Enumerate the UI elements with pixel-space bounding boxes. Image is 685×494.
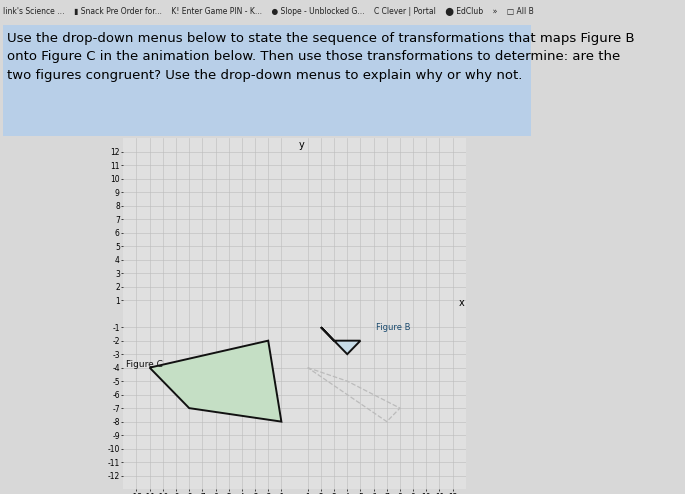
Text: Figure B: Figure B: [376, 323, 411, 331]
FancyBboxPatch shape: [3, 25, 531, 136]
Text: y: y: [299, 140, 304, 150]
Text: x: x: [459, 298, 464, 308]
Polygon shape: [149, 341, 282, 421]
Text: Use the drop-down menus below to state the sequence of transformations that maps: Use the drop-down menus below to state t…: [7, 32, 634, 82]
Text: Iink's Science …    ▮ Snack Pre Order for...    K! Enter Game PIN - K...    ● Sl: Iink's Science … ▮ Snack Pre Order for..…: [3, 6, 534, 16]
Polygon shape: [321, 327, 360, 354]
Text: Figure C: Figure C: [126, 361, 163, 370]
